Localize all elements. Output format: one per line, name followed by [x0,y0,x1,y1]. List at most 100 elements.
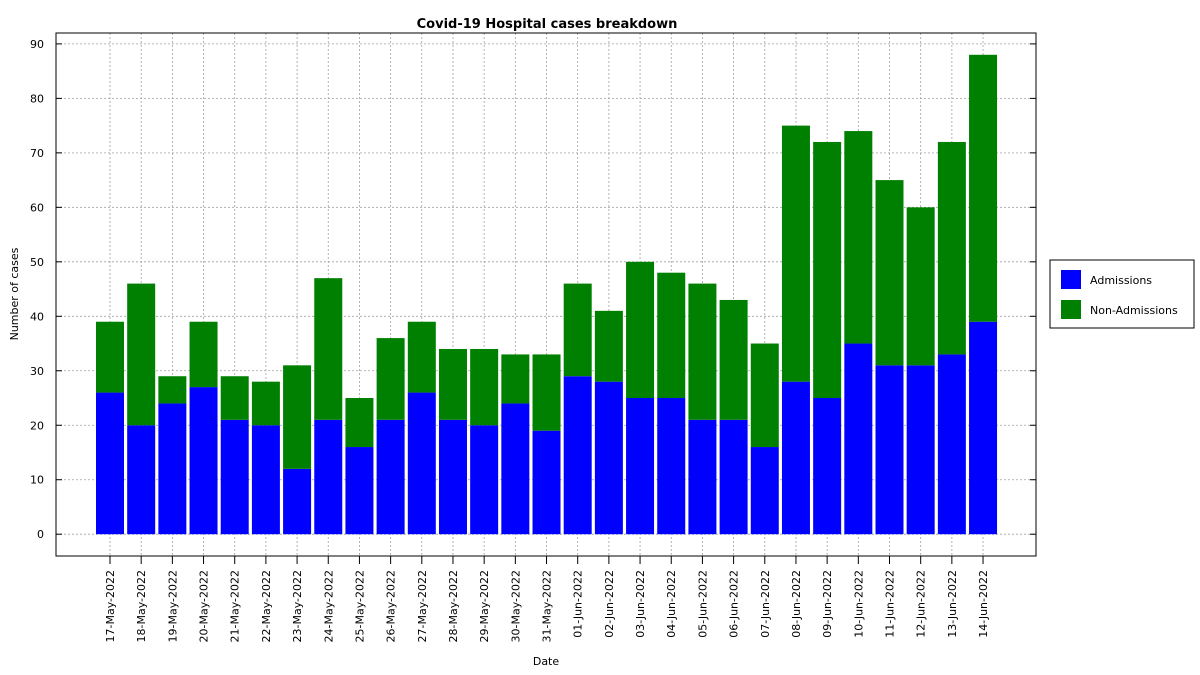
y-tick-label: 80 [30,92,44,105]
x-tick-label: 19-May-2022 [166,570,179,642]
legend-swatch-non-admissions [1061,300,1081,319]
x-tick-label: 23-May-2022 [291,570,304,642]
bar-admissions [189,387,218,535]
bar-admissions [96,392,124,535]
bar-admissions [345,447,374,535]
x-tick-label: 21-May-2022 [229,570,242,642]
bar-non-admissions [314,278,343,420]
bar-admissions [875,365,904,535]
bar-non-admissions [220,376,249,420]
x-tick-label: 10-Jun-2022 [852,570,865,638]
bar-non-admissions [96,321,124,393]
bar-admissions [501,403,530,535]
bar-admissions [158,403,187,535]
bar-non-admissions [501,354,530,404]
bar-admissions [532,430,561,535]
x-tick-label: 09-Jun-2022 [821,570,834,638]
y-tick-label: 70 [30,147,44,160]
x-tick-label: 25-May-2022 [353,570,366,642]
bar-admissions [220,419,249,535]
bar-admissions [283,468,312,535]
bar-admissions [657,398,686,535]
x-tick-label: 14-Jun-2022 [977,570,990,638]
bar-admissions [376,419,405,535]
x-tick-label: 06-Jun-2022 [728,570,741,638]
x-tick-label: 05-Jun-2022 [696,570,709,638]
bar-non-admissions [283,365,312,469]
bar-non-admissions [969,54,998,322]
bar-admissions [594,381,623,535]
x-tick-label: 04-Jun-2022 [665,570,678,638]
bar-non-admissions [345,398,374,448]
legend: Admissions Non-Admissions [1049,259,1195,329]
bar-non-admissions [875,180,904,366]
x-tick-label: 28-May-2022 [447,570,460,642]
bar-non-admissions [719,299,748,420]
bar-admissions [314,419,343,535]
bar-admissions [937,354,966,535]
x-tick-label: 30-May-2022 [509,570,522,642]
bar-non-admissions [189,321,218,388]
x-tick-label: 24-May-2022 [322,570,335,642]
x-ticks: 17-May-2022 18-May-2022 19-May-2022 20-May-… [104,556,990,642]
x-tick-label: 26-May-2022 [385,570,398,642]
bar-admissions [906,365,935,535]
x-tick-label: 13-Jun-2022 [946,570,959,638]
x-tick-label: 11-Jun-2022 [884,570,897,638]
bar-non-admissions [563,283,592,377]
bar-admissions [688,419,717,535]
bar-non-admissions [407,321,436,393]
legend-label-admissions: Admissions [1090,274,1152,287]
bar-admissions [470,425,499,535]
bar-non-admissions [532,354,561,431]
bar-non-admissions [438,348,467,420]
bar-admissions [781,381,810,535]
y-ticks: 0 10 20 30 40 50 60 70 80 90 [30,38,1036,541]
bar-admissions [438,419,467,535]
x-tick-label: 03-Jun-2022 [634,570,647,638]
x-tick-label: 08-Jun-2022 [790,570,803,638]
bar-non-admissions [750,343,779,448]
bars [96,54,998,535]
x-tick-label: 07-Jun-2022 [759,570,772,638]
bar-admissions [127,425,156,535]
bar-non-admissions [251,381,280,426]
bar-non-admissions [158,376,187,404]
x-tick-label: 02-Jun-2022 [603,570,616,638]
bar-admissions [407,392,436,535]
y-tick-label: 0 [37,528,44,541]
bar-non-admissions [937,141,966,355]
y-tick-label: 10 [30,474,44,487]
y-tick-label: 30 [30,365,44,378]
chart-title: Covid-19 Hospital cases breakdown [417,17,678,32]
x-tick-label: 29-May-2022 [478,570,491,642]
y-tick-label: 40 [30,310,44,323]
bar-admissions [969,321,998,535]
bar-non-admissions [127,283,156,426]
x-tick-label: 17-May-2022 [104,570,117,642]
bar-non-admissions [688,283,717,420]
bar-non-admissions [470,348,499,426]
y-tick-label: 90 [30,38,44,51]
x-tick-label: 27-May-2022 [416,570,429,642]
bar-non-admissions [594,310,623,382]
y-tick-label: 50 [30,256,44,269]
bar-admissions [844,343,873,535]
x-tick-label: 20-May-2022 [198,570,211,642]
bar-non-admissions [813,141,842,399]
legend-swatch-admissions [1061,270,1081,289]
bar-admissions [750,447,779,535]
bar-admissions [719,419,748,535]
x-axis-label: Date [533,655,560,668]
y-axis-label: Number of cases [8,247,21,340]
bar-admissions [251,425,280,535]
y-tick-label: 20 [30,419,44,432]
bar-non-admissions [376,338,405,420]
x-tick-label: 22-May-2022 [260,570,273,642]
x-tick-label: 18-May-2022 [135,570,148,642]
bar-non-admissions [844,131,873,344]
bar-non-admissions [657,272,686,399]
x-tick-label: 12-Jun-2022 [915,570,928,638]
bar-non-admissions [906,207,935,366]
bar-admissions [626,398,655,535]
